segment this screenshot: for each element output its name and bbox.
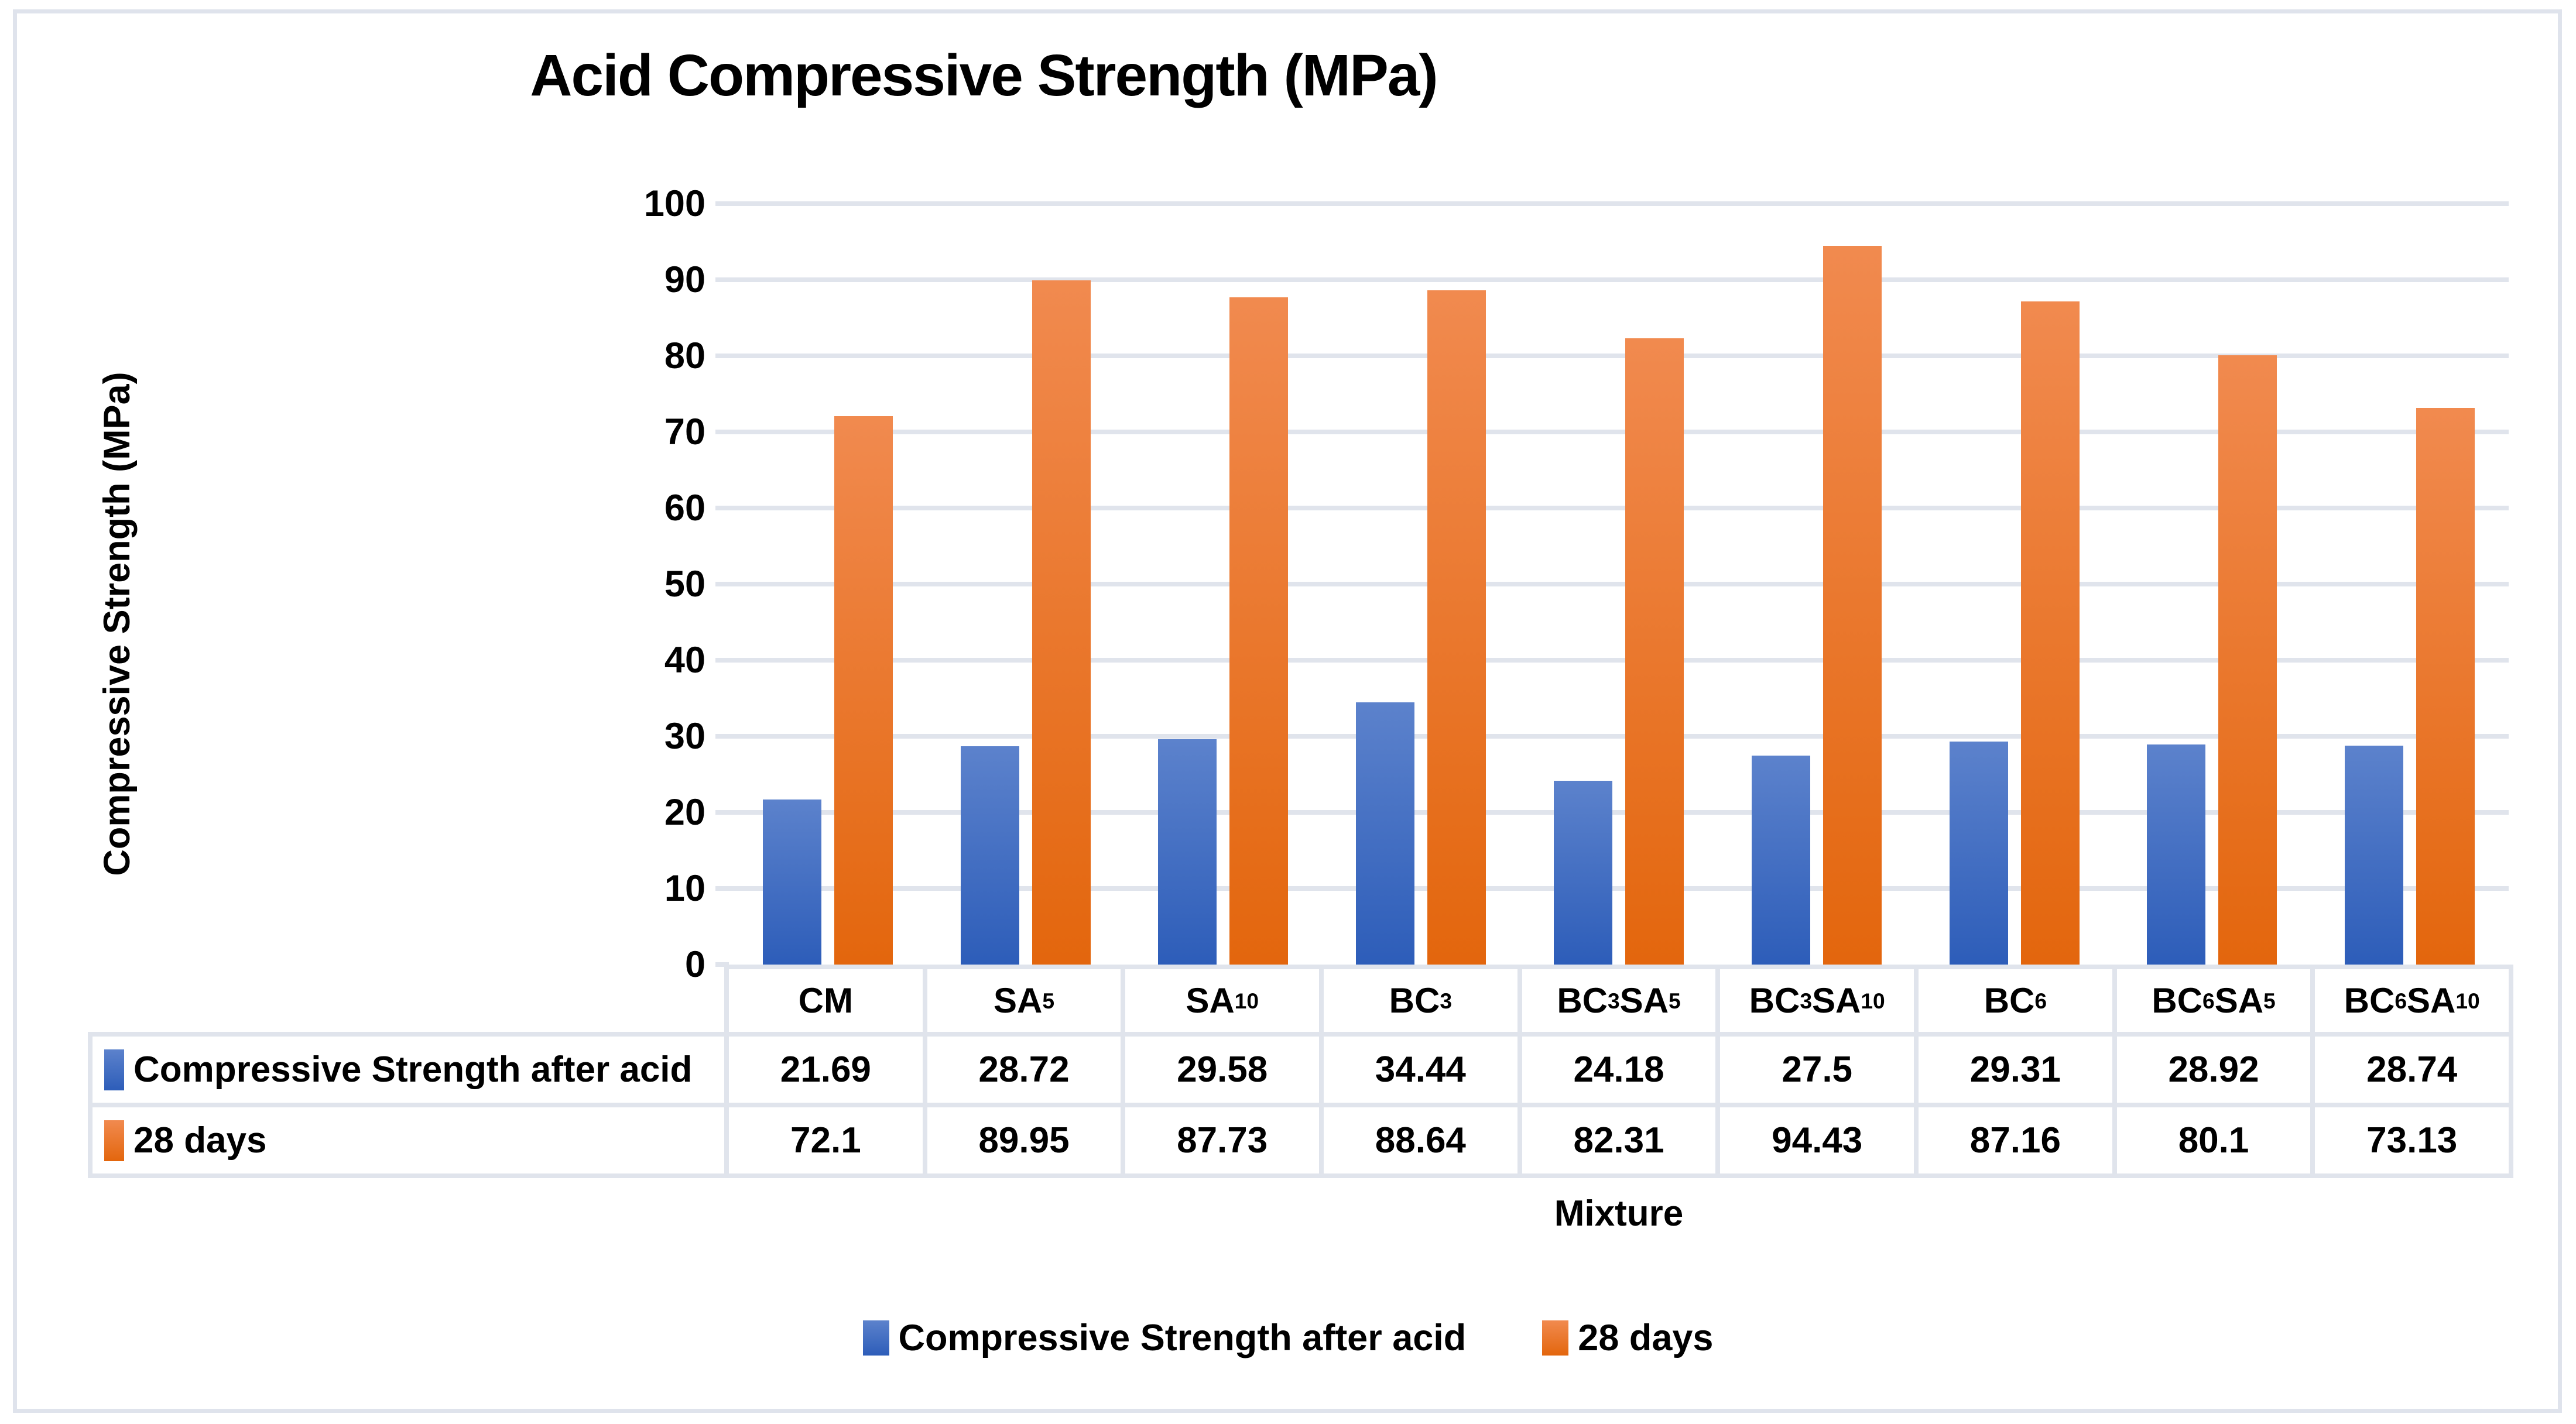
bar-column (1718, 204, 1916, 965)
table-row: 28 days 72.1 89.95 87.73 88.64 82.31 94.43 87.… (88, 1103, 2513, 1178)
y-axis-title: Compressive Strength (MPa) (97, 372, 138, 876)
table-value-cell: 82.31 (1522, 1107, 1716, 1173)
gridline (715, 658, 2509, 663)
table-value-cell: 28.72 (927, 1037, 1121, 1103)
bar (1158, 739, 1217, 965)
table-value-cell: 29.58 (1125, 1037, 1320, 1103)
bar (2020, 301, 2080, 965)
table-row-label: 28 days (133, 1120, 267, 1161)
bar (2416, 408, 2475, 965)
legend-label: 28 days (1578, 1317, 1714, 1358)
bar-column (1322, 204, 1520, 965)
y-tick-label: 30 (664, 716, 705, 757)
table-value-cell: 87.73 (1125, 1107, 1320, 1173)
bar (2345, 746, 2404, 965)
table-value-cell: 34.44 (1324, 1037, 1517, 1103)
y-tick-label: 100 (643, 183, 705, 224)
table-row-label: Compressive Strength after acid (133, 1049, 693, 1090)
table-value-cell: 89.95 (927, 1107, 1121, 1173)
bar (834, 416, 893, 965)
bar (1823, 246, 1882, 965)
y-tick-label: 90 (664, 259, 705, 300)
table-value-cell: 73.13 (2315, 1107, 2509, 1173)
y-tick-label: 20 (664, 792, 705, 833)
table-row: Compressive Strength after acid 21.69 28.… (88, 1032, 2513, 1107)
y-tick-label: 70 (664, 411, 705, 452)
orange-series-swatch-icon (1542, 1320, 1569, 1356)
gridline (715, 277, 2509, 282)
table-value-cell: 24.18 (1522, 1037, 1716, 1103)
bar-column (2311, 204, 2509, 965)
table-value-cell: 87.16 (1919, 1107, 2112, 1173)
legend-item: Compressive Strength after acid (862, 1317, 1467, 1359)
table-value-cell: 88.64 (1324, 1107, 1517, 1173)
gridline (715, 201, 2509, 206)
bar (1032, 280, 1091, 965)
plot-area (729, 204, 2509, 965)
category-label-cell: SA 5 (927, 969, 1121, 1032)
bar (762, 800, 821, 965)
gridline (715, 354, 2509, 358)
bar-column (2113, 204, 2311, 965)
legend-item: 28 days (1542, 1317, 1713, 1359)
bar (2218, 355, 2277, 965)
bar (1949, 741, 2008, 965)
table-value-cell: 72.1 (729, 1107, 923, 1173)
bar (1554, 780, 1613, 965)
table-value-cell: 29.31 (1919, 1037, 2112, 1103)
category-axis-row: CM SA 5 SA 10 BC 3 BC 3 SA 5 BC 3 SA 10 BC 6 BC 6 SA 5 BC 6 SA 1… (724, 965, 2513, 1037)
table-value-cell: 28.74 (2315, 1037, 2509, 1103)
y-tick-label: 40 (664, 640, 705, 681)
blue-series-swatch-icon (104, 1049, 124, 1090)
legend-label: Compressive Strength after acid (898, 1317, 1467, 1358)
category-label-cell: BC 6 SA 10 (2315, 969, 2509, 1032)
bar (1229, 297, 1289, 965)
bar-column (729, 204, 927, 965)
chart-title: Acid Compressive Strength (MPa) (530, 43, 1438, 108)
table-value-cell: 27.5 (1720, 1037, 1914, 1103)
orange-series-swatch-icon (104, 1120, 124, 1161)
category-label-cell: SA 10 (1125, 969, 1320, 1032)
x-axis-title: Mixture (1554, 1193, 1684, 1234)
table-row-label-cell: 28 days (93, 1107, 724, 1173)
bar-column (1520, 204, 1718, 965)
bar (1751, 755, 1810, 965)
axis-tick-mark (715, 962, 729, 967)
y-tick-label: 60 (664, 488, 705, 529)
category-label-cell: BC 3 SA 10 (1720, 969, 1914, 1032)
category-label-cell: BC 6 SA 5 (2116, 969, 2311, 1032)
table-value-cell: 21.69 (729, 1037, 923, 1103)
category-label-cell: BC 3 SA 5 (1522, 969, 1716, 1032)
gridline (715, 506, 2509, 510)
y-tick-label: 50 (664, 564, 705, 605)
table-value-cell: 80.1 (2116, 1107, 2311, 1173)
bar (2147, 744, 2206, 965)
bar (1356, 702, 1415, 965)
bar (960, 746, 1019, 965)
y-tick-label: 0 (684, 944, 705, 985)
y-tick-label: 80 (664, 335, 705, 376)
category-label-cell: BC 3 (1324, 969, 1517, 1032)
category-label-cell: CM (729, 969, 923, 1032)
gridline (715, 430, 2509, 434)
bar-column (927, 204, 1125, 965)
table-value-cell: 28.92 (2116, 1037, 2311, 1103)
bar (1427, 290, 1486, 965)
table-row-label-cell: Compressive Strength after acid (93, 1037, 724, 1103)
bar (1625, 338, 1684, 965)
y-tick-label: 10 (664, 868, 705, 909)
gridline (715, 582, 2509, 586)
bar-column (1916, 204, 2113, 965)
legend: Compressive Strength after acid 28 days (0, 1317, 2576, 1359)
category-label-cell: BC 6 (1919, 969, 2112, 1032)
table-value-cell: 94.43 (1720, 1107, 1914, 1173)
blue-series-swatch-icon (862, 1320, 889, 1356)
gridline (715, 734, 2509, 739)
bar-column (1125, 204, 1323, 965)
